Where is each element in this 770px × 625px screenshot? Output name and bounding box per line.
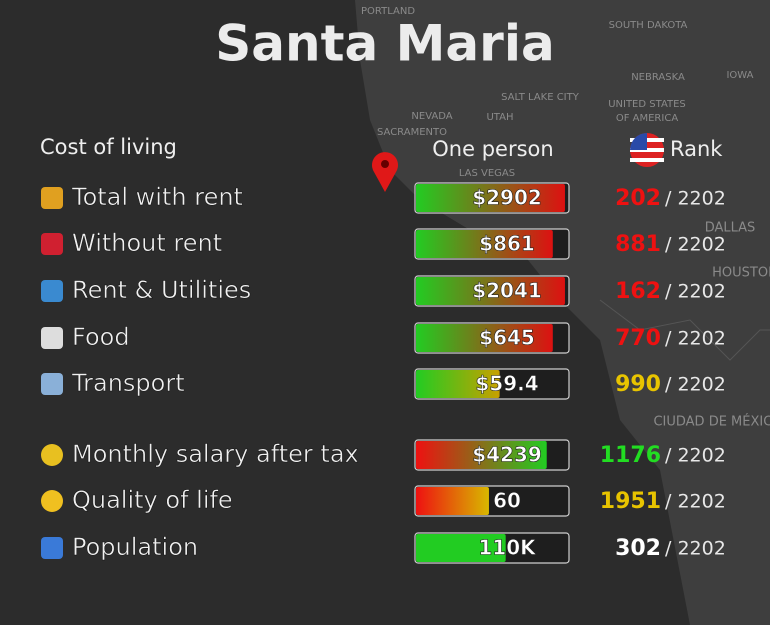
rank-total: / 2202	[665, 374, 726, 396]
map-label: HOUSTON	[712, 266, 770, 281]
bar-value: 110K	[478, 536, 537, 560]
map-label: PORTLAND	[361, 6, 415, 17]
row-label: Without rent	[72, 229, 222, 257]
rank: 770	[615, 326, 661, 351]
rank: 990	[615, 372, 661, 397]
bar-fill	[416, 277, 565, 305]
rank: 302	[615, 536, 661, 561]
bar-value: 60	[493, 489, 521, 513]
us-flag	[630, 133, 664, 167]
map-label: DALLAS	[705, 221, 756, 236]
column-header: One person	[432, 137, 553, 161]
row-label: Total with rent	[71, 183, 243, 211]
map-label: NEVADA	[411, 111, 452, 122]
map-label: CIUDAD DE MÉXICO	[653, 414, 770, 430]
map-label: UTAH	[486, 112, 513, 123]
row-icon	[41, 280, 63, 302]
bar-value: $2902	[472, 186, 542, 210]
bar-fill	[416, 441, 547, 469]
section-header: Cost of living	[40, 135, 177, 159]
rank: 1951	[600, 489, 661, 514]
bar-fill	[416, 184, 565, 212]
rank-total: / 2202	[665, 281, 726, 303]
land	[355, 0, 770, 625]
map-label: NEBRASKA	[631, 72, 685, 83]
map-label: LAS VEGAS	[459, 168, 515, 179]
rank: 881	[615, 232, 661, 257]
bar-fill	[416, 534, 506, 562]
row-icon	[41, 444, 63, 466]
bar-value: $4239	[472, 443, 542, 467]
rank-total: / 2202	[665, 491, 726, 513]
rank: 1176	[600, 443, 661, 468]
map-label: UNITED STATES	[608, 99, 686, 110]
row-label: Transport	[71, 369, 185, 397]
map-label: SACRAMENTO	[377, 127, 447, 138]
location-pin	[372, 152, 399, 192]
map-label: OF AMERICA	[616, 113, 678, 124]
map-label: SOUTH DAKOTA	[609, 20, 688, 31]
bar-value: $861	[479, 232, 535, 256]
rank: 162	[615, 279, 661, 304]
row-label: Food	[72, 323, 130, 351]
bar-fill	[416, 487, 489, 515]
row-label: Population	[72, 533, 198, 561]
bar-fill	[416, 370, 500, 398]
rank: 202	[615, 186, 661, 211]
rank-total: / 2202	[665, 328, 726, 350]
row-icon	[41, 327, 63, 349]
rank-total: / 2202	[665, 188, 726, 210]
rank-total: / 2202	[665, 445, 726, 467]
rank-total: / 2202	[665, 234, 726, 256]
map-label: IOWA	[726, 70, 753, 81]
row-icon	[41, 490, 63, 512]
title: Santa Maria	[215, 15, 554, 73]
rank-total: / 2202	[665, 538, 726, 560]
bar-value: $645	[479, 326, 535, 350]
bar-fill	[416, 324, 553, 352]
bar-value: $59.4	[475, 372, 538, 396]
bar-fill	[416, 230, 553, 258]
row-icon	[41, 537, 63, 559]
row-icon	[41, 233, 63, 255]
row-label: Quality of life	[72, 486, 233, 514]
map-label: SALT LAKE CITY	[501, 92, 580, 103]
row-icon	[41, 373, 63, 395]
row-label: Monthly salary after tax	[72, 440, 359, 468]
bar-value: $2041	[472, 279, 542, 303]
border	[599, 299, 770, 361]
row-icon	[41, 187, 63, 209]
row-label: Rent & Utilities	[72, 276, 251, 304]
rank-header: Rank	[670, 137, 723, 161]
